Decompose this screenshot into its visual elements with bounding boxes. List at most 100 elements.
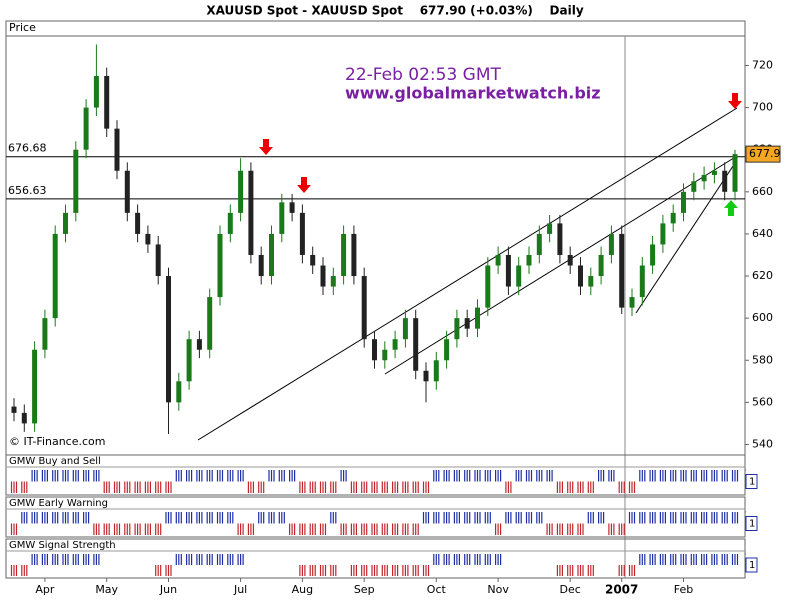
indicator-tick-box xyxy=(745,516,758,531)
y-tick-label: 540 xyxy=(752,437,773,450)
indicator-name: GMW Buy and Sell xyxy=(9,456,101,467)
y-tick-label: 580 xyxy=(752,353,773,366)
candle-body xyxy=(63,212,68,234)
candle-body xyxy=(670,212,676,224)
x-tick-label: Jul xyxy=(233,583,247,596)
candle-body xyxy=(629,297,635,308)
y-tick-label: 660 xyxy=(752,185,773,198)
x-tick-label: Jun xyxy=(159,583,177,596)
indicator-frame xyxy=(5,454,746,496)
candle-body xyxy=(248,170,254,255)
last-price-box xyxy=(745,145,781,163)
candle-body xyxy=(505,254,511,287)
candle-body xyxy=(124,170,130,213)
candle-body xyxy=(11,406,17,413)
trend-line xyxy=(635,159,738,314)
price-level-label: 676.68 xyxy=(8,142,47,155)
candle-body xyxy=(495,254,501,266)
candle-body xyxy=(310,254,316,266)
candle-body xyxy=(114,128,120,171)
candle-body xyxy=(269,233,274,277)
indicator-tick-label: 1 xyxy=(749,519,755,530)
candle-body xyxy=(330,276,336,287)
candle-body xyxy=(320,265,326,287)
indicator-name: GMW Signal Strength xyxy=(9,540,116,551)
x-tick-label: Aug xyxy=(292,583,313,596)
indicator-tick-label: 1 xyxy=(749,560,755,571)
candle-body xyxy=(289,202,295,213)
indicator-tick-box xyxy=(745,474,758,489)
candle-body xyxy=(701,174,707,182)
y-tick-label: 700 xyxy=(752,101,773,114)
candle-body xyxy=(681,191,686,213)
candle-body xyxy=(176,381,182,403)
indicator-frame xyxy=(5,496,746,538)
candle-body xyxy=(42,318,48,350)
y-tick-label: 640 xyxy=(752,227,773,240)
candle-body xyxy=(516,265,522,287)
x-tick-label: Oct xyxy=(427,583,447,596)
candle-body xyxy=(423,370,429,382)
candle-body xyxy=(279,202,285,234)
candle-body xyxy=(227,212,233,234)
x-tick-label: Sep xyxy=(354,583,375,596)
last-price-label: 677.9 xyxy=(749,147,781,160)
trend-line xyxy=(384,155,738,375)
trend-lines xyxy=(197,107,738,441)
candle-body xyxy=(83,107,89,150)
candle-body xyxy=(598,254,604,277)
candle-body xyxy=(732,154,738,192)
candle-body xyxy=(382,349,388,361)
candle-body xyxy=(526,254,532,266)
candle-body xyxy=(722,170,728,192)
annotation: www.globalmarketwatch.biz xyxy=(345,84,601,103)
candle-body xyxy=(639,265,645,298)
indicator-name: GMW Early Warning xyxy=(9,498,108,509)
candle-body xyxy=(372,339,377,361)
candle-body xyxy=(608,233,614,255)
candle-body xyxy=(536,233,542,255)
candle-body xyxy=(196,339,202,350)
x-tick-label: May xyxy=(95,583,118,596)
indicator-tick-box xyxy=(745,557,758,573)
down-arrow xyxy=(728,93,742,109)
candle-body xyxy=(711,170,717,175)
candle-body xyxy=(73,149,79,213)
candle-body xyxy=(588,276,594,287)
candle-body xyxy=(217,233,223,298)
price-level-label: 656.63 xyxy=(8,184,47,197)
candle-body xyxy=(145,233,151,245)
candle-body xyxy=(464,318,470,329)
chart-title: XAUUSD Spot - XAUUSD Spot 677.90 (+0.03%… xyxy=(206,4,583,18)
candle-body xyxy=(567,254,573,266)
y-axis-label: Price xyxy=(9,21,36,34)
indicator-tick-label: 1 xyxy=(749,477,755,488)
candle-body xyxy=(135,212,141,234)
trend-line xyxy=(197,107,738,441)
candle-body xyxy=(547,223,553,234)
candle-body xyxy=(155,244,161,277)
candle-body xyxy=(485,265,491,308)
candle-body xyxy=(650,244,656,266)
annotation: 22-Feb 02:53 GMT xyxy=(345,65,502,85)
candle-body xyxy=(361,276,367,340)
candle-body xyxy=(444,339,450,361)
candle-body xyxy=(413,318,419,371)
up-arrow xyxy=(724,200,738,216)
x-tick-label: Nov xyxy=(487,583,509,596)
candle-body xyxy=(52,233,58,319)
candle-body xyxy=(104,76,110,129)
x-tick-label: Apr xyxy=(35,583,55,596)
candle-body xyxy=(166,276,171,403)
y-tick-label: 720 xyxy=(752,58,773,71)
indicator-frame xyxy=(5,538,746,579)
candle-body xyxy=(341,233,347,277)
candle-body xyxy=(32,349,38,424)
candle-body xyxy=(21,412,27,424)
y-tick-label: 600 xyxy=(752,311,773,324)
candle-body xyxy=(619,233,625,308)
candle-body xyxy=(351,233,357,277)
candle-body xyxy=(93,76,99,108)
